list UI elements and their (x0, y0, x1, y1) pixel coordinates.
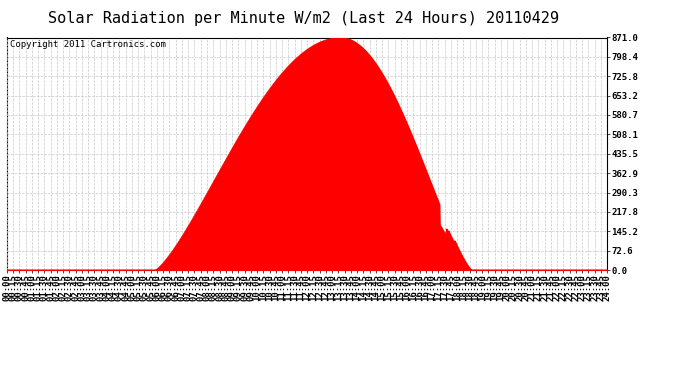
Text: Copyright 2011 Cartronics.com: Copyright 2011 Cartronics.com (10, 40, 166, 49)
Text: Solar Radiation per Minute W/m2 (Last 24 Hours) 20110429: Solar Radiation per Minute W/m2 (Last 24… (48, 11, 559, 26)
